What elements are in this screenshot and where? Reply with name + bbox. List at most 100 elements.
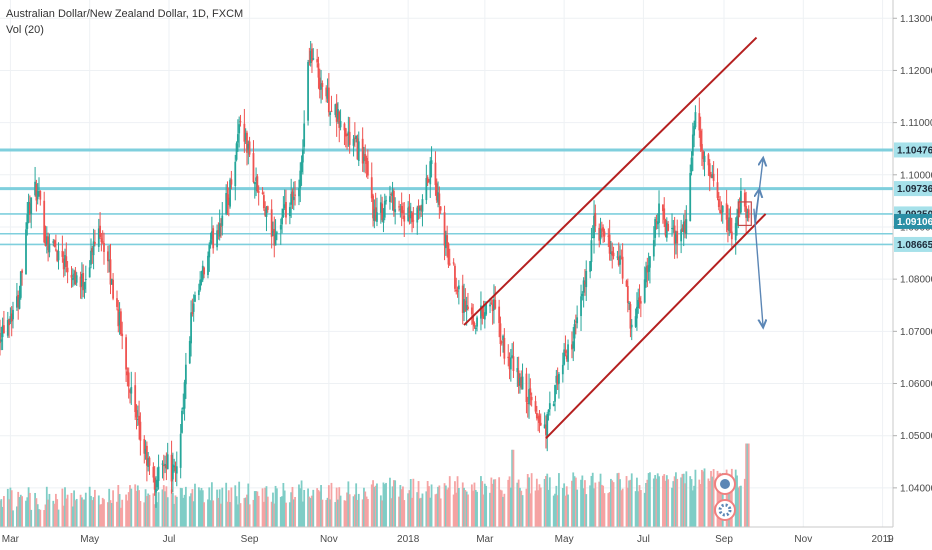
candle-body <box>234 161 237 187</box>
level-price-tag[interactable] <box>894 142 932 158</box>
volume-bar <box>485 485 488 527</box>
channel-trendline[interactable] <box>463 36 758 326</box>
candle-body <box>582 280 585 293</box>
candle-body <box>43 200 46 243</box>
candle-body <box>400 206 403 213</box>
volume-bar <box>663 474 666 527</box>
candle-body <box>138 415 140 425</box>
volume-icons[interactable] <box>714 473 736 521</box>
volume-bar <box>221 487 224 527</box>
volume-bar <box>48 493 51 527</box>
time-tick-label: Jul <box>637 534 650 545</box>
candle-body <box>329 112 332 115</box>
candle-body <box>598 227 601 241</box>
volume-bar <box>265 486 268 527</box>
candle-body <box>637 300 640 308</box>
candle-body <box>70 274 73 278</box>
volume-bar <box>438 485 441 527</box>
forecast-arrow[interactable] <box>753 208 763 326</box>
candle-body <box>298 188 300 197</box>
volume-bar <box>235 496 238 527</box>
candle-body <box>188 340 191 364</box>
candle-body <box>339 120 342 128</box>
candle-body <box>600 228 603 230</box>
volume-bar <box>428 486 430 527</box>
candle-body <box>181 410 183 433</box>
volume-bar <box>593 488 595 527</box>
candle-body <box>346 134 348 137</box>
candle-body <box>218 223 221 237</box>
volume-bar <box>747 443 750 527</box>
candle-body <box>201 265 204 280</box>
candle-body <box>493 299 495 310</box>
volume-bar <box>737 487 740 527</box>
candle-body <box>693 126 696 136</box>
volume-bar <box>383 484 386 527</box>
level-price-tag[interactable] <box>894 181 932 197</box>
volume-bar <box>412 478 415 527</box>
candle-body <box>129 389 131 393</box>
volume-bar <box>153 504 156 527</box>
volume-bar <box>576 489 579 527</box>
candle-body <box>707 154 710 166</box>
drawings[interactable] <box>463 36 767 439</box>
volume-bar <box>143 502 146 527</box>
candle-body <box>590 240 593 263</box>
candle-body <box>364 154 367 161</box>
candle-body <box>155 489 157 493</box>
candle-body <box>203 267 205 275</box>
candle-body <box>673 225 676 244</box>
volume-bar <box>28 492 31 527</box>
channel-trendline[interactable] <box>545 213 767 439</box>
candle-body <box>229 179 231 207</box>
volume-indicator-label[interactable]: Vol (20) <box>6 24 44 36</box>
volume-bar <box>365 496 368 527</box>
volume-bar <box>382 482 385 527</box>
candle-body <box>373 209 376 221</box>
volume-bar <box>416 492 419 527</box>
volume-bar <box>203 502 205 527</box>
volume-bar <box>502 496 504 527</box>
volume-bar <box>689 476 692 527</box>
candle-body <box>516 368 519 373</box>
candle-body <box>357 141 360 162</box>
volume-bar <box>353 494 356 527</box>
volume-bar <box>712 469 715 527</box>
candle-body <box>385 200 387 202</box>
candle-body <box>221 215 224 226</box>
consolidation-box[interactable] <box>737 201 752 227</box>
volume-bar <box>70 493 73 527</box>
volume-bar <box>83 499 86 527</box>
candle-body <box>15 296 18 308</box>
forecast-arrow[interactable] <box>755 190 759 220</box>
level-price-tag[interactable] <box>894 236 932 252</box>
volume-bar <box>439 498 442 527</box>
volume-bar <box>338 487 341 527</box>
candle-body <box>421 199 424 212</box>
gear-icon[interactable] <box>714 499 736 521</box>
volume-bar <box>179 487 182 527</box>
volume-bar <box>434 494 437 527</box>
volume-bar <box>243 498 246 527</box>
eye-icon[interactable] <box>714 473 736 495</box>
candle-body <box>199 279 202 290</box>
candle-body <box>18 297 21 309</box>
volume-bar <box>64 487 66 527</box>
current-price-tag[interactable] <box>894 213 932 229</box>
volume-bar <box>311 495 313 527</box>
candle-body <box>299 170 302 189</box>
volume-bar <box>443 483 446 527</box>
candle-body <box>654 219 657 238</box>
volume-bar <box>437 486 439 527</box>
volume-bar <box>707 478 710 527</box>
volume-bar <box>602 485 605 527</box>
candle-body <box>103 243 105 252</box>
volume-bar <box>36 504 39 527</box>
volume-bar <box>598 481 601 527</box>
symbol-title[interactable]: Australian Dollar/New Zealand Dollar, 1D… <box>6 8 244 20</box>
price-axis[interactable]: 1.130001.120001.110001.100001.090001.080… <box>892 0 932 527</box>
candle-body <box>394 209 397 213</box>
candle-body <box>571 344 573 350</box>
